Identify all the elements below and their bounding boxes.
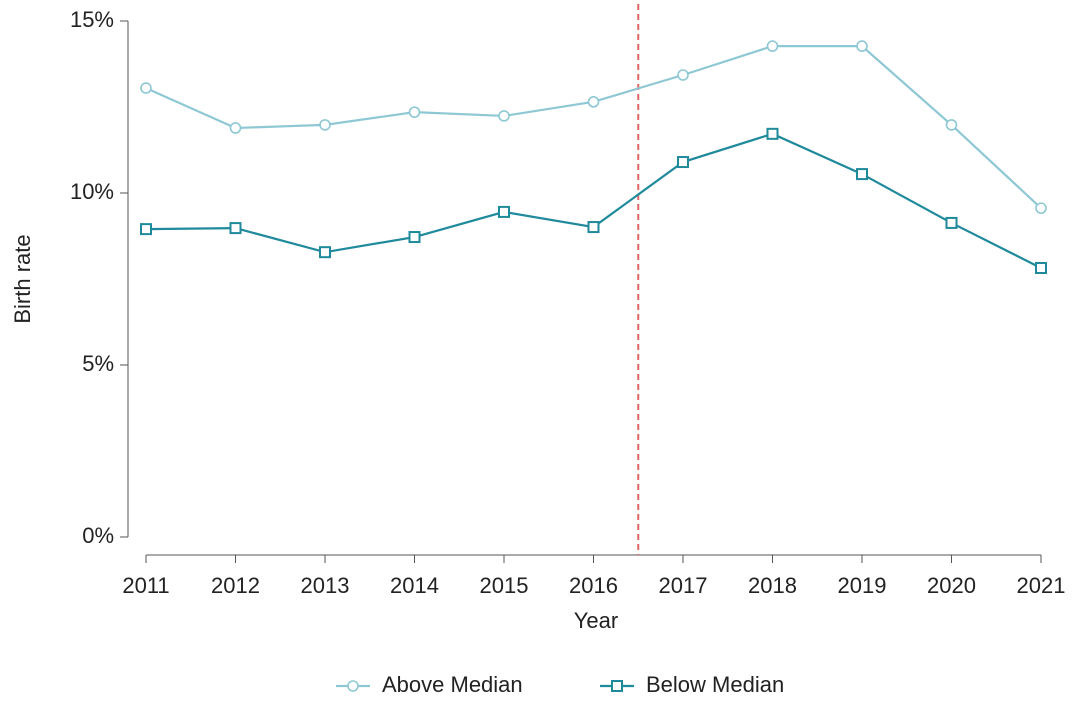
y-tick-label: 0% [82, 523, 114, 548]
legend-label: Above Median [382, 672, 523, 697]
data-point [856, 40, 868, 52]
data-point [587, 221, 600, 234]
legend-marker [611, 680, 623, 692]
data-point [587, 96, 600, 108]
x-axis-label: Year [574, 608, 618, 633]
data-point [677, 69, 689, 81]
data-point [140, 82, 152, 94]
data-point [229, 122, 242, 134]
x-tick-label: 2013 [301, 573, 350, 598]
y-tick-label: 10% [70, 179, 114, 204]
data-point [856, 168, 868, 181]
x-tick-label: 2016 [569, 573, 618, 598]
x-tick-label: 2018 [748, 573, 797, 598]
data-point [677, 156, 689, 169]
data-point [945, 119, 958, 131]
data-point [408, 106, 421, 118]
series-line [145, 45, 1042, 209]
data-point [766, 40, 779, 52]
data-point [945, 216, 958, 229]
data-point [498, 110, 510, 122]
legend-label: Below Median [646, 672, 784, 697]
data-point [319, 246, 331, 259]
x-tick-label: 2014 [390, 573, 439, 598]
y-tick-label: 15% [70, 7, 114, 32]
x-tick-label: 2017 [659, 573, 708, 598]
y-tick-label: 5% [82, 351, 114, 376]
x-tick-label: 2012 [211, 573, 260, 598]
series-line [145, 132, 1042, 269]
x-tick-label: 2020 [927, 573, 976, 598]
data-point [319, 119, 331, 131]
y-axis-label: Birth rate [10, 234, 35, 323]
data-point [140, 223, 152, 236]
x-tick-label: 2011 [122, 573, 169, 598]
data-point [1035, 202, 1047, 214]
data-point [229, 222, 242, 235]
x-tick-label: 2021 [1017, 573, 1066, 598]
legend-marker [347, 680, 359, 692]
data-point [408, 231, 421, 244]
data-point [498, 205, 510, 218]
data-point [766, 127, 779, 140]
data-point [1035, 261, 1047, 274]
x-tick-label: 2019 [838, 573, 887, 598]
x-tick-label: 2015 [480, 573, 529, 598]
